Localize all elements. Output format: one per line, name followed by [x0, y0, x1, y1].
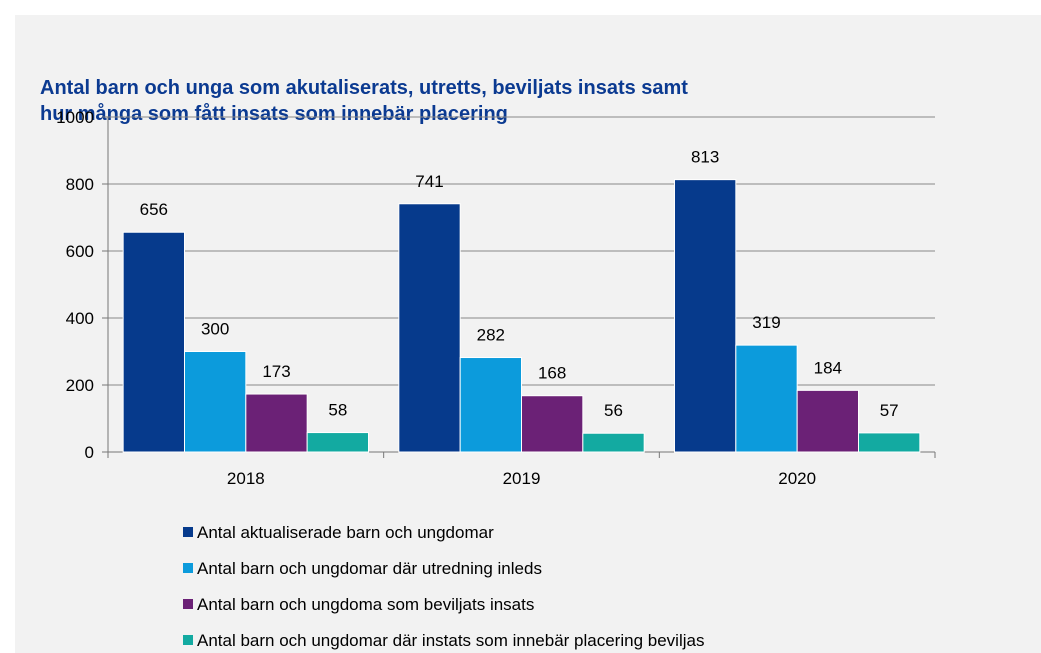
data-label: 184 — [814, 358, 842, 377]
bar — [735, 344, 798, 453]
legend-swatch — [183, 599, 193, 609]
bar — [521, 395, 584, 453]
y-tick-label: 200 — [66, 376, 94, 395]
bar — [459, 357, 522, 453]
x-tick-label: 2020 — [778, 469, 816, 488]
legend-swatch — [183, 563, 193, 573]
data-label: 300 — [201, 320, 229, 339]
data-label: 282 — [477, 326, 505, 345]
data-label: 58 — [328, 401, 347, 420]
y-tick-label: 600 — [66, 242, 94, 261]
bar — [398, 203, 461, 453]
legend-label: Antal barn och ungdomar där instats som … — [197, 631, 704, 650]
bar — [122, 231, 185, 453]
bar — [183, 351, 247, 453]
bar — [673, 179, 737, 453]
data-label: 173 — [262, 362, 290, 381]
data-label: 813 — [691, 148, 719, 167]
chart-title: Antal barn och unga som akutaliserats, u… — [40, 77, 688, 99]
y-tick-label: 1000 — [56, 108, 94, 127]
legend-label: Antal barn och ungdoma som beviljats ins… — [197, 595, 534, 614]
data-label: 319 — [752, 313, 780, 332]
bar — [796, 389, 860, 453]
legend-swatch — [183, 635, 193, 645]
y-tick-label: 400 — [66, 309, 94, 328]
data-label: 57 — [880, 401, 899, 420]
bar — [858, 432, 921, 453]
y-tick-label: 0 — [85, 443, 94, 462]
legend-label: Antal aktualiserade barn och ungdomar — [197, 523, 494, 542]
bar — [582, 432, 645, 453]
data-label: 656 — [140, 200, 168, 219]
x-tick-label: 2019 — [503, 469, 541, 488]
bar — [245, 393, 308, 453]
legend-swatch — [183, 527, 193, 537]
bar — [306, 432, 370, 453]
data-label: 168 — [538, 364, 566, 383]
legend-label: Antal barn och ungdomar där utredning in… — [197, 559, 542, 578]
data-label: 741 — [415, 172, 443, 191]
y-tick-label: 800 — [66, 175, 94, 194]
x-tick-label: 2018 — [227, 469, 265, 488]
chart-background — [15, 15, 1041, 653]
data-label: 56 — [604, 401, 623, 420]
chart-title: hur många som fått insats som innebär pl… — [40, 102, 508, 125]
